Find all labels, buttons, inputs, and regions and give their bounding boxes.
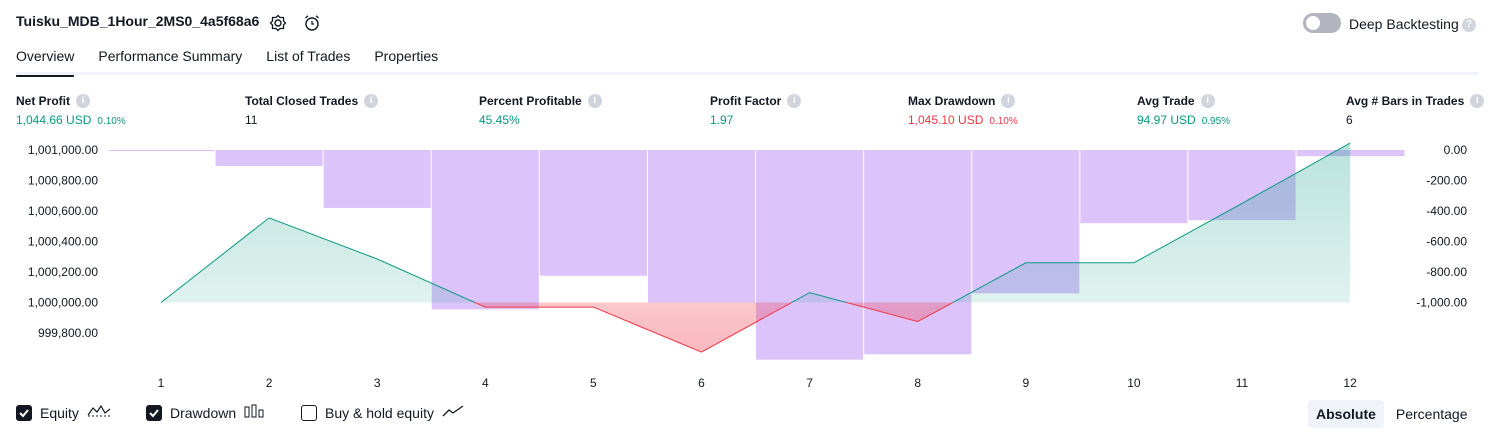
left-axis-tick: 1,001,000.00 <box>28 143 98 157</box>
left-axis-tick: 1,000,600.00 <box>28 204 98 218</box>
left-axis-tick: 1,000,000.00 <box>28 296 98 310</box>
right-axis-tick: -800.00 <box>1426 265 1467 279</box>
drawdown-bar <box>539 150 647 276</box>
info-icon[interactable]: i <box>1200 94 1215 108</box>
checkbox-checked-icon[interactable] <box>146 404 162 421</box>
x-axis-tick: 6 <box>698 376 705 390</box>
x-axis-tick: 8 <box>914 376 921 390</box>
drawdown-bar <box>215 150 323 167</box>
tab-divider <box>16 72 1478 75</box>
drawdown-bar <box>108 150 215 151</box>
x-axis-tick: 3 <box>374 376 381 390</box>
metric-value: 6 <box>1346 113 1353 127</box>
legend-equity[interactable]: Equity <box>16 404 111 421</box>
metric-label: Max Drawdown <box>908 94 996 108</box>
percentage-button[interactable]: Percentage <box>1395 406 1468 422</box>
x-axis-tick: 7 <box>806 376 813 390</box>
metric-percent: 0.95% <box>1201 116 1231 127</box>
tab-bar: Overview Performance Summary List of Tra… <box>16 48 462 77</box>
gear-icon[interactable] <box>268 13 288 33</box>
metric-value: 1.97 <box>710 113 734 127</box>
equity-area-negative <box>161 302 1351 353</box>
metric-label: Avg # Bars in Trades <box>1346 94 1465 108</box>
metric-percent-profitable: Percent Profitable i 45.45% <box>479 94 602 127</box>
trend-line-icon <box>442 404 464 421</box>
bars-icon <box>244 404 266 421</box>
x-axis-tick: 9 <box>1022 376 1029 390</box>
metric-label: Avg Trade <box>1137 94 1195 108</box>
metric-avg-bars-in-trades: Avg # Bars in Trades i 6 <box>1346 94 1485 127</box>
tab-properties[interactable]: Properties <box>374 48 439 64</box>
metric-net-profit: Net Profit i 1,044.66 USD 0.10% <box>16 94 126 127</box>
info-icon[interactable]: i <box>364 94 379 108</box>
deep-backtesting-toggle[interactable] <box>1303 13 1341 33</box>
right-axis-tick: -400.00 <box>1426 204 1467 218</box>
deep-backtesting-label: Deep Backtesting <box>1349 16 1459 32</box>
equity-line-positive <box>160 142 1351 303</box>
legend-label: Equity <box>40 404 79 421</box>
metric-value: 11 <box>245 113 258 127</box>
left-axis-tick: 1,000,800.00 <box>28 174 98 188</box>
left-axis-tick: 1,000,400.00 <box>28 235 98 249</box>
equity-line-negative <box>161 302 954 353</box>
left-axis-tick: 1,000,200.00 <box>28 265 98 279</box>
x-axis-tick: 10 <box>1127 376 1141 390</box>
scale-mode-switcher: Absolute Percentage <box>1308 400 1476 428</box>
x-axis-tick: 12 <box>1343 376 1357 390</box>
drawdown-bar <box>864 150 972 355</box>
right-axis-tick: -1,000.00 <box>1416 296 1467 310</box>
metric-percent: 0.10% <box>97 116 126 127</box>
right-axis-tick: -200.00 <box>1426 174 1467 188</box>
info-icon[interactable]: i <box>76 94 90 108</box>
x-axis-tick: 1 <box>158 376 165 390</box>
equity-drawdown-chart: 1,001,000.00 1,000,800.00 1,000,600.00 1,00… <box>28 142 1468 390</box>
legend-label: Buy & hold equity <box>325 404 434 421</box>
info-icon[interactable]: i <box>587 94 602 108</box>
right-axis-tick: -600.00 <box>1426 235 1467 249</box>
drawdown-bar <box>431 150 539 310</box>
strategy-title: Tuisku_MDB_1Hour_2MS0_4a5f68a6 <box>16 13 260 29</box>
equity-area-positive <box>161 143 1351 303</box>
checkbox-unchecked-icon[interactable] <box>301 404 317 421</box>
metric-value: 1,045.10 USD <box>908 113 984 127</box>
drawdown-bar <box>756 150 864 360</box>
drawdown-bar <box>323 150 431 208</box>
metric-total-closed-trades: Total Closed Trades i 11 <box>245 94 379 127</box>
metric-percent: 0.10% <box>989 116 1018 127</box>
legend-drawdown[interactable]: Drawdown <box>146 404 266 421</box>
metric-value: 45.45% <box>479 113 520 127</box>
drawdown-bar <box>1080 150 1188 224</box>
tab-list-of-trades[interactable]: List of Trades <box>266 48 351 64</box>
x-axis-tick: 11 <box>1236 376 1249 390</box>
checkbox-checked-icon[interactable] <box>16 404 32 421</box>
metric-profit-factor: Profit Factor i 1.97 <box>710 94 802 127</box>
x-axis-tick: 4 <box>482 376 489 390</box>
right-axis-tick: 0.00 <box>1444 143 1468 157</box>
metric-value: 1,044.66 USD <box>16 113 92 127</box>
help-icon[interactable]: ? <box>1462 18 1476 32</box>
metric-label: Percent Profitable <box>479 94 582 108</box>
info-icon[interactable]: i <box>1470 94 1485 108</box>
metric-label: Total Closed Trades <box>245 94 359 108</box>
x-axis-tick: 2 <box>266 376 273 390</box>
metric-label: Net Profit <box>16 94 70 108</box>
metric-avg-trade: Avg Trade i 94.97 USD 0.95% <box>1137 94 1230 127</box>
absolute-button[interactable]: Absolute <box>1308 400 1384 428</box>
info-icon[interactable]: i <box>1001 94 1016 108</box>
info-icon[interactable]: i <box>787 94 802 108</box>
drawdown-bar <box>647 150 756 303</box>
metric-value: 94.97 USD <box>1137 113 1196 127</box>
left-axis-tick: 999,800.00 <box>38 326 98 340</box>
x-axis-tick: 5 <box>590 376 597 390</box>
legend-label: Drawdown <box>170 404 237 421</box>
metric-max-drawdown: Max Drawdown i 1,045.10 USD 0.10% <box>908 94 1018 127</box>
alarm-clock-add-icon[interactable] <box>302 13 322 33</box>
tab-overview[interactable]: Overview <box>16 48 75 77</box>
equity-line-icon <box>87 404 111 421</box>
drawdown-bar <box>1296 150 1405 157</box>
legend-buy-hold-equity[interactable]: Buy & hold equity <box>301 404 464 421</box>
metric-label: Profit Factor <box>710 94 782 108</box>
tab-performance-summary[interactable]: Performance Summary <box>98 48 243 64</box>
